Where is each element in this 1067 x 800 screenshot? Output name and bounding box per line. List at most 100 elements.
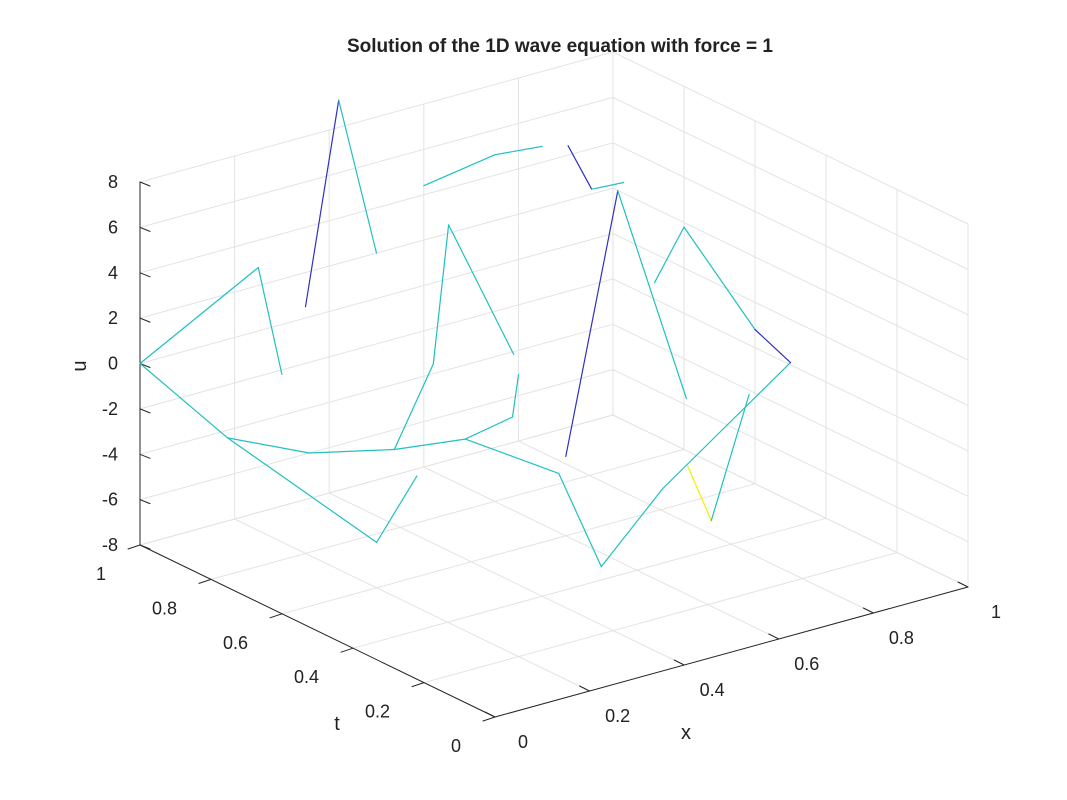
z-tick-label: 4 [108, 263, 118, 283]
grid-line [139, 369, 614, 501]
grid-line [612, 96, 969, 270]
y-axis-line [139, 544, 496, 718]
z-tick-label: 8 [108, 172, 118, 192]
mesh-segment [600, 487, 664, 568]
x-tick-mark [673, 659, 685, 666]
grid-line [517, 440, 874, 614]
mesh-segment [567, 145, 593, 190]
grid-line [612, 187, 969, 361]
y-tick-label: 0.8 [152, 598, 177, 618]
z-tick-mark [139, 226, 151, 232]
z-tick-label: 6 [108, 217, 118, 237]
y-tick-label: 0.6 [223, 633, 248, 653]
mesh-segment [376, 475, 418, 544]
z-tick-label: 2 [108, 308, 118, 328]
x-tick-label: 0.8 [889, 628, 914, 648]
mesh-segment [393, 363, 434, 451]
grid-line [612, 51, 969, 225]
mesh-segment [653, 226, 685, 284]
grid-line [139, 323, 614, 455]
mesh-segment [423, 154, 496, 187]
x-axis-line [494, 586, 969, 718]
grid-line [139, 233, 614, 364]
grid-line [281, 483, 756, 615]
y-tick-mark [411, 682, 425, 688]
mesh-segment [227, 437, 310, 454]
grid-line [328, 492, 685, 666]
grid-line [139, 51, 614, 183]
mesh-segment [565, 190, 619, 457]
z-tick-mark [139, 544, 151, 550]
grid-line [612, 142, 969, 316]
y-tick-label: 0 [451, 736, 461, 756]
mesh-segment [558, 472, 602, 568]
mesh-segment [139, 362, 229, 439]
z-tick-mark [139, 453, 151, 459]
mesh-segment [448, 224, 515, 355]
x-tick-mark [957, 581, 969, 588]
mesh-segment [662, 362, 792, 490]
x-tick-mark [579, 685, 591, 692]
mesh-segment [591, 181, 625, 190]
y-tick-label: 0.4 [294, 667, 319, 687]
mesh-segment [683, 226, 756, 331]
z-tick-label: -2 [102, 399, 118, 419]
mesh-segment [432, 224, 450, 365]
x-axis-label: x [681, 722, 691, 744]
grid-line [612, 323, 969, 497]
mesh-segment [464, 416, 514, 440]
grid-line [612, 414, 969, 588]
z-tick-label: -4 [102, 444, 118, 464]
mesh-segment [338, 99, 378, 254]
y-tick-mark [127, 544, 141, 550]
x-tick-label: 0 [518, 732, 528, 752]
y-tick-label: 0.2 [365, 702, 390, 722]
mesh-segment [257, 266, 283, 375]
grid-line [234, 518, 591, 692]
z-axis-label: u [69, 360, 91, 371]
chart-title: Solution of the 1D wave equation with fo… [347, 36, 773, 57]
axis-layer [127, 181, 969, 722]
mesh-segment [754, 328, 792, 364]
y-tick-mark [482, 716, 496, 722]
grid-line [423, 552, 898, 684]
x-tick-mark [768, 633, 780, 640]
grid-layer [139, 51, 969, 718]
y-tick-mark [198, 578, 212, 584]
z-tick-label: 0 [108, 354, 118, 374]
z-tick-mark [139, 272, 151, 278]
grid-line [352, 517, 827, 649]
y-tick-mark [269, 613, 283, 619]
mesh-segment [308, 448, 395, 454]
z-tick-label: -6 [102, 490, 118, 510]
mesh-layer [139, 99, 792, 568]
grid-line [139, 96, 614, 228]
mesh-segment [617, 190, 688, 400]
z-tick-mark [139, 317, 151, 323]
z-tick-mark [139, 499, 151, 505]
grid-line [612, 278, 969, 452]
mesh-segment [511, 374, 520, 418]
y-tick-mark [340, 647, 354, 653]
tick-label-layer: 0 0.2 0.4 0.6 0.8 1 0 0.2 0.4 0.6 0.8 1 -8 -6 -4 -2 0 2 4 6… [96, 172, 1001, 756]
grid-line [139, 142, 614, 274]
x-tick-label: 1 [991, 602, 1001, 622]
grid-line [423, 466, 780, 640]
mesh-segment [494, 145, 543, 156]
x-tick-label: 0.6 [794, 654, 819, 674]
z-tick-mark [139, 181, 151, 187]
mesh-segment [710, 393, 750, 522]
grid-line [139, 278, 614, 410]
y-tick-label: 1 [96, 564, 106, 584]
grid-line [612, 233, 969, 406]
mesh-segment [139, 266, 259, 365]
x-tick-label: 0.4 [700, 680, 725, 700]
mesh-segment [393, 438, 466, 451]
grid-line [210, 448, 685, 580]
mesh-segment [227, 437, 378, 544]
mesh-segment [464, 438, 560, 474]
y-axis-label: t [334, 713, 340, 735]
x-tick-label: 0.2 [605, 706, 630, 726]
